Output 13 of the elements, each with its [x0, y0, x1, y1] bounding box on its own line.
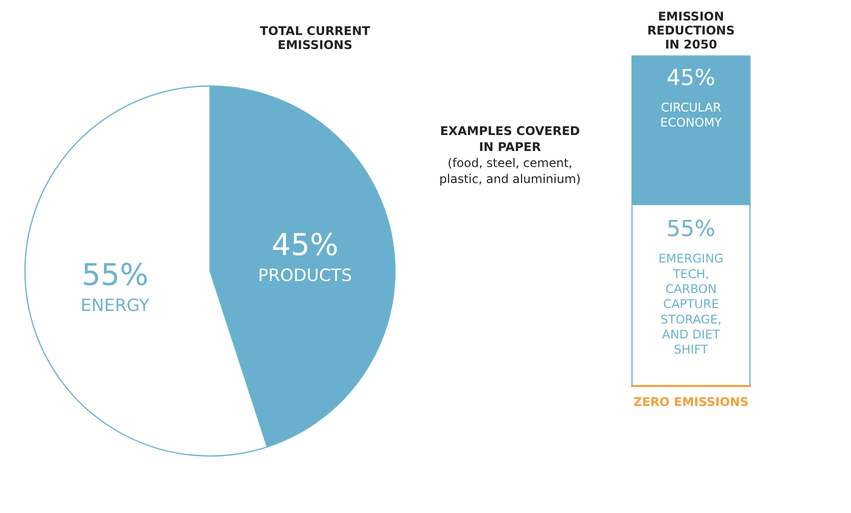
- data-label: 45%: [666, 66, 716, 91]
- text: EXAMPLES COVERED IN PAPER: [440, 124, 580, 154]
- series-label: CIRCULAR ECONOMY: [660, 100, 722, 130]
- slice-label: ENERGY: [80, 296, 150, 316]
- chart-title: EMISSION REDUCTIONS IN 2050: [647, 9, 735, 52]
- data-label: 55%: [82, 258, 148, 294]
- ref-line-label: ZERO EMISSIONS: [633, 395, 749, 409]
- data-label: 55%: [666, 216, 716, 242]
- data-label: 45%: [272, 228, 338, 263]
- chart-title: TOTAL CURRENT EMISSIONS: [260, 24, 371, 52]
- text: (food, steel, cement, plastic, and aluminium): [439, 156, 581, 186]
- series-label: EMERGING TECH, CARBON CAPTURE STORAGE, AND DIET SHIFT: [658, 252, 724, 357]
- slice-label: PRODUCTS: [258, 266, 352, 286]
